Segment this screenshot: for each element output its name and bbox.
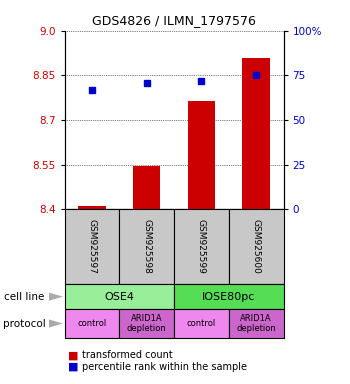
Text: cell line: cell line: [4, 291, 44, 302]
Text: transformed count: transformed count: [82, 350, 173, 360]
Text: ARID1A
depletion: ARID1A depletion: [127, 314, 167, 333]
Polygon shape: [49, 293, 63, 301]
Bar: [65, 309, 119, 338]
Polygon shape: [49, 319, 63, 328]
Bar: [119, 209, 174, 284]
Text: ARID1A
depletion: ARID1A depletion: [236, 314, 276, 333]
Title: GDS4826 / ILMN_1797576: GDS4826 / ILMN_1797576: [92, 14, 256, 27]
Bar: [119, 309, 174, 338]
Bar: [78, 206, 106, 209]
Bar: [133, 166, 160, 209]
Text: GSM925599: GSM925599: [197, 219, 206, 274]
Text: GSM925598: GSM925598: [142, 219, 151, 274]
Text: OSE4: OSE4: [104, 291, 134, 302]
Bar: [229, 209, 284, 284]
Text: percentile rank within the sample: percentile rank within the sample: [82, 362, 247, 372]
Text: GSM925600: GSM925600: [252, 219, 261, 274]
Text: control: control: [77, 319, 107, 328]
Text: control: control: [187, 319, 216, 328]
Bar: [243, 58, 270, 209]
Bar: [65, 209, 119, 284]
Text: IOSE80pc: IOSE80pc: [202, 291, 256, 302]
Text: GSM925597: GSM925597: [88, 219, 97, 274]
Bar: [174, 209, 229, 284]
Text: ■: ■: [68, 350, 82, 360]
Text: protocol: protocol: [4, 318, 46, 329]
Bar: [174, 309, 229, 338]
Bar: [65, 284, 174, 309]
Bar: [229, 309, 284, 338]
Bar: [174, 284, 284, 309]
Text: ■: ■: [68, 362, 82, 372]
Bar: [188, 101, 215, 209]
